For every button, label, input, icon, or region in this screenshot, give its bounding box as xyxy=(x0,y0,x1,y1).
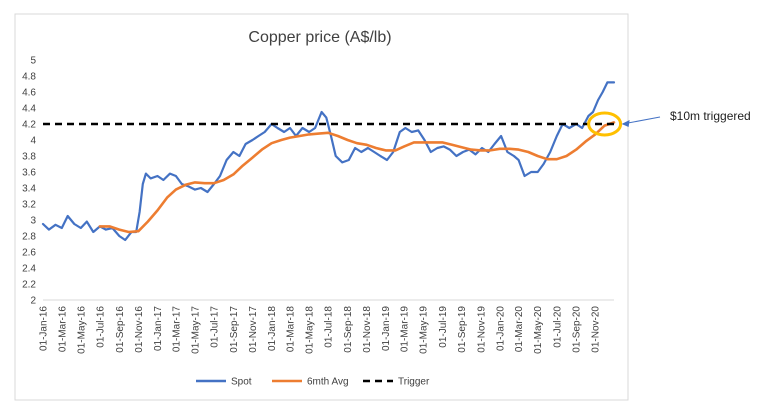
x-tick-label: 01-Sep-16 xyxy=(115,306,126,353)
x-tick-label: 01-Nov-20 xyxy=(591,306,602,353)
y-tick-label: 4.4 xyxy=(22,104,36,115)
legend-label-6mth-avg: 6mth Avg xyxy=(307,377,349,388)
highlight-circle xyxy=(587,111,623,137)
y-tick-label: 4 xyxy=(30,136,36,147)
y-tick-label: 3 xyxy=(30,216,36,227)
x-tick-label: 01-May-19 xyxy=(419,306,430,354)
legend: Spot 6mth Avg Trigger xyxy=(196,377,430,388)
x-axis-ticks: 01-Jan-16 01-Mar-16 01-May-16 01-Jul-16 01-S… xyxy=(39,306,602,354)
x-tick-label: 01-Jul-20 xyxy=(552,306,563,348)
x-tick-label: 01-Jan-18 xyxy=(267,306,278,351)
x-tick-label: 01-Mar-16 xyxy=(57,306,68,353)
x-tick-label: 01-Mar-18 xyxy=(286,306,297,353)
y-tick-label: 3.4 xyxy=(22,184,36,195)
y-tick-label: 2.8 xyxy=(22,232,36,243)
y-axis-ticks: 2 2.2 2.4 2.6 2.8 3 3.2 3.4 3.6 3.8 4 4.2 4.4 4.6 4.8 5 xyxy=(22,56,36,307)
legend-label-trigger: Trigger xyxy=(398,377,430,388)
x-tick-label: 01-Sep-19 xyxy=(457,306,468,353)
chart-title: Copper price (A$/lb) xyxy=(248,29,391,46)
y-tick-label: 5 xyxy=(30,56,36,67)
x-tick-label: 01-Mar-20 xyxy=(514,306,525,353)
x-tick-label: 01-Sep-20 xyxy=(572,306,583,353)
x-tick-label: 01-Nov-18 xyxy=(362,306,373,353)
series-line-spot xyxy=(41,81,616,242)
x-tick-label: 01-May-18 xyxy=(305,306,316,354)
x-tick-label: 01-May-16 xyxy=(76,306,87,354)
series-line-6mth-avg xyxy=(98,121,616,234)
y-tick-label: 3.2 xyxy=(22,200,36,211)
annotation-arrow-head xyxy=(621,120,630,127)
x-tick-label: 01-Jul-16 xyxy=(95,306,106,348)
y-tick-label: 4.8 xyxy=(22,72,36,83)
y-tick-label: 2.2 xyxy=(22,280,36,291)
series-layer xyxy=(41,81,616,242)
x-tick-label: 01-Sep-17 xyxy=(229,306,240,353)
x-tick-label: 01-Nov-16 xyxy=(134,306,145,353)
x-tick-label: 01-May-17 xyxy=(190,306,201,354)
x-tick-label: 01-Jan-16 xyxy=(39,306,50,351)
x-tick-label: 01-Jan-19 xyxy=(381,306,392,351)
x-tick-label: 01-Mar-17 xyxy=(171,306,182,353)
y-tick-label: 2 xyxy=(30,296,36,307)
annotation-layer: $10m triggered xyxy=(587,109,751,137)
x-tick-label: 01-Sep-18 xyxy=(343,306,354,353)
x-tick-label: 01-Jul-18 xyxy=(324,306,335,348)
y-tick-label: 2.4 xyxy=(22,264,36,275)
y-tick-label: 3.8 xyxy=(22,152,36,163)
x-tick-label: 01-Mar-19 xyxy=(400,306,411,353)
x-tick-label: 01-Jan-20 xyxy=(495,306,506,351)
x-tick-label: 01-May-20 xyxy=(533,306,544,354)
y-tick-label: 2.6 xyxy=(22,248,36,259)
annotation-label: $10m triggered xyxy=(670,109,751,123)
y-tick-label: 4.2 xyxy=(22,120,36,131)
x-tick-label: 01-Nov-19 xyxy=(476,306,487,353)
x-tick-label: 01-Nov-17 xyxy=(248,306,259,353)
x-tick-label: 01-Jul-19 xyxy=(438,306,449,348)
x-tick-label: 01-Jul-17 xyxy=(210,306,221,348)
y-tick-label: 3.6 xyxy=(22,168,36,179)
legend-label-spot: Spot xyxy=(231,377,252,388)
x-tick-label: 01-Jan-17 xyxy=(153,306,164,351)
y-tick-label: 4.6 xyxy=(22,88,36,99)
chart-frame xyxy=(14,13,629,401)
